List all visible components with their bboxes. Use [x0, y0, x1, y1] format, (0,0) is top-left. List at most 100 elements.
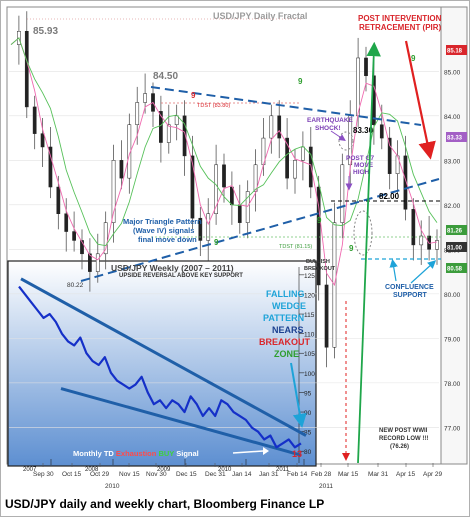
daily-candle-body: [364, 57, 368, 77]
daily-annotation: BREAKOUT: [304, 266, 336, 272]
daily-candle-body: [214, 164, 218, 214]
daily-candle-body: [111, 160, 116, 223]
daily-candle-body: [301, 146, 305, 161]
daily-candle-body: [316, 186, 321, 286]
td-buy-signal-part: Exhaustion: [116, 449, 159, 458]
daily-candle-body: [285, 137, 289, 179]
price-box-label: 80.58: [447, 267, 463, 273]
weekly-x-tick-label: 2009: [157, 467, 171, 473]
price-box: [446, 132, 467, 142]
daily-annotation: NEW POST WWII: [379, 428, 428, 434]
signal-arrow-head: [263, 447, 269, 455]
triangle-lower-line: [80, 178, 440, 282]
wedge-upper-line: [20, 277, 307, 437]
daily-y-tick-label: 85.00: [444, 69, 461, 76]
daily-annotation: TDST (81.15): [279, 244, 312, 250]
daily-ma-slow: [10, 37, 438, 247]
weekly-annotation: NEARS: [272, 325, 304, 335]
chart-svg: USD/JPY Daily Fractal 85.93 84.50 80.22 TDST…: [6, 6, 468, 490]
price-box: [446, 225, 467, 235]
figure-caption: USD/JPY daily and weekly chart, Bloomber…: [5, 497, 325, 511]
td-buy-signal-text: Monthly TD Exhaustion BUY Signal: [73, 449, 199, 458]
daily-candle-body: [80, 240, 84, 255]
daily-annotation: (76.26): [390, 444, 409, 450]
daily-title: USD/JPY Daily Fractal: [213, 11, 307, 21]
confluence-arrow-1: [389, 258, 398, 282]
weekly-y-tick-label: 105: [304, 351, 315, 358]
daily-candle-body: [198, 217, 203, 241]
daily-x-tick-label: Mar 15: [338, 471, 359, 478]
daily-annotation: MOVE: [354, 162, 374, 169]
weekly-y-tick-label: 90: [304, 410, 312, 417]
td-count-label: 9: [411, 54, 416, 63]
daily-x-tick-label: Oct 29: [90, 471, 110, 478]
td-buy-signal-part: Signal: [176, 449, 199, 458]
weekly-x-tick-label: 2008: [85, 467, 99, 473]
daily-x-tick-label: Dec 31: [205, 471, 226, 478]
daily-x-tick-label: Nov 30: [146, 471, 167, 478]
pir-arrow: [404, 40, 436, 160]
daily-annotation: RECORD LOW !!!: [379, 436, 428, 442]
daily-candle-body: [48, 146, 53, 188]
weekly-panel-bg: [7, 260, 317, 467]
weekly-annotation: ZONE: [274, 349, 299, 359]
td-count-label: 9: [298, 77, 303, 86]
daily-x-tick-label: Sep 30: [33, 471, 54, 478]
daily-y-tick-label: 80.00: [444, 292, 461, 299]
daily-y-tick-label: 83.00: [444, 158, 461, 165]
daily-candle-body: [166, 124, 171, 143]
td-buy-signal-part: Monthly TD: [73, 449, 116, 458]
daily-candle-body: [103, 222, 108, 255]
td-count-label: 9: [214, 238, 219, 247]
daily-candle-body: [403, 155, 408, 210]
daily-y-tick-label: 84.00: [444, 114, 461, 121]
weekly-annotation: FALLING: [266, 289, 305, 299]
year-label-2011: 2011: [319, 483, 333, 490]
daily-x-tick-label: Apr 15: [396, 471, 416, 478]
weekly-y-tick-label: 80: [304, 449, 312, 456]
daily-annotation: 85.93: [33, 26, 58, 37]
daily-annotation: 84.50: [153, 71, 178, 82]
daily-candle-body: [56, 186, 61, 214]
daily-candle-body: [64, 213, 69, 232]
weekly-annotation: BREAKOUT: [259, 337, 311, 347]
weekly-y-tick-label: 100: [304, 371, 315, 378]
daily-annotation: 82.00: [379, 192, 400, 201]
td-count-label: 9: [191, 91, 196, 100]
daily-x-tick-label: Feb 28: [311, 471, 332, 478]
daily-candle-body: [143, 93, 147, 103]
triangle-upper-line: [150, 86, 422, 126]
weekly-y-tick-label: 125: [304, 273, 315, 280]
weekly-title: USD/JPY Weekly (2007 – 2011): [111, 263, 234, 273]
earthquake-oval: [338, 131, 354, 151]
price-box-label: 81.00: [447, 246, 463, 252]
weekly-x-tick-label: 2010: [218, 467, 232, 473]
weekly-x-tick-label: 2011: [276, 467, 290, 473]
weekly-x-tick-label: 2007: [23, 467, 37, 473]
daily-candle-body: [95, 253, 100, 272]
wedge-breakout-arrow: [290, 362, 307, 428]
earthquake-arrow: [330, 130, 346, 141]
price-box: [446, 45, 467, 55]
daily-annotation: RETRACEMENT (PIR): [359, 23, 442, 32]
weekly-y-tick-label: 95: [304, 390, 312, 397]
daily-candle-body: [32, 106, 37, 134]
daily-annotation: Major Triangle Pattern: [123, 217, 202, 226]
daily-annotation: HIGH: [353, 169, 370, 176]
daily-annotation: EARTHQUAKE: [307, 117, 354, 124]
daily-annotation: 80.22: [67, 282, 84, 289]
daily-candle-body: [24, 31, 29, 108]
daily-annotation: BULLISH: [306, 259, 330, 265]
daily-annotation: 83.30: [353, 126, 374, 135]
daily-candle-body: [340, 164, 345, 223]
daily-candle-body: [190, 155, 195, 219]
daily-x-tick-label: Dec 15: [176, 471, 197, 478]
daily-candle-body: [206, 213, 211, 241]
confluence-arrow-2: [410, 260, 437, 284]
daily-y-tick-label: 82.00: [444, 203, 461, 210]
daily-candle-body: [135, 102, 140, 125]
daily-x-tick-label: Feb 14: [287, 471, 308, 478]
daily-ma-fast: [10, 37, 438, 287]
price-box: [446, 242, 467, 252]
daily-candle-body: [88, 253, 92, 272]
